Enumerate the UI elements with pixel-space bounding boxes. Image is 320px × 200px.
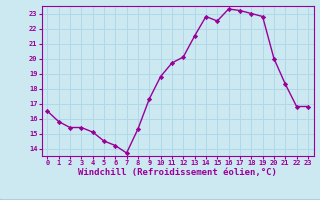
X-axis label: Windchill (Refroidissement éolien,°C): Windchill (Refroidissement éolien,°C) [78, 168, 277, 177]
